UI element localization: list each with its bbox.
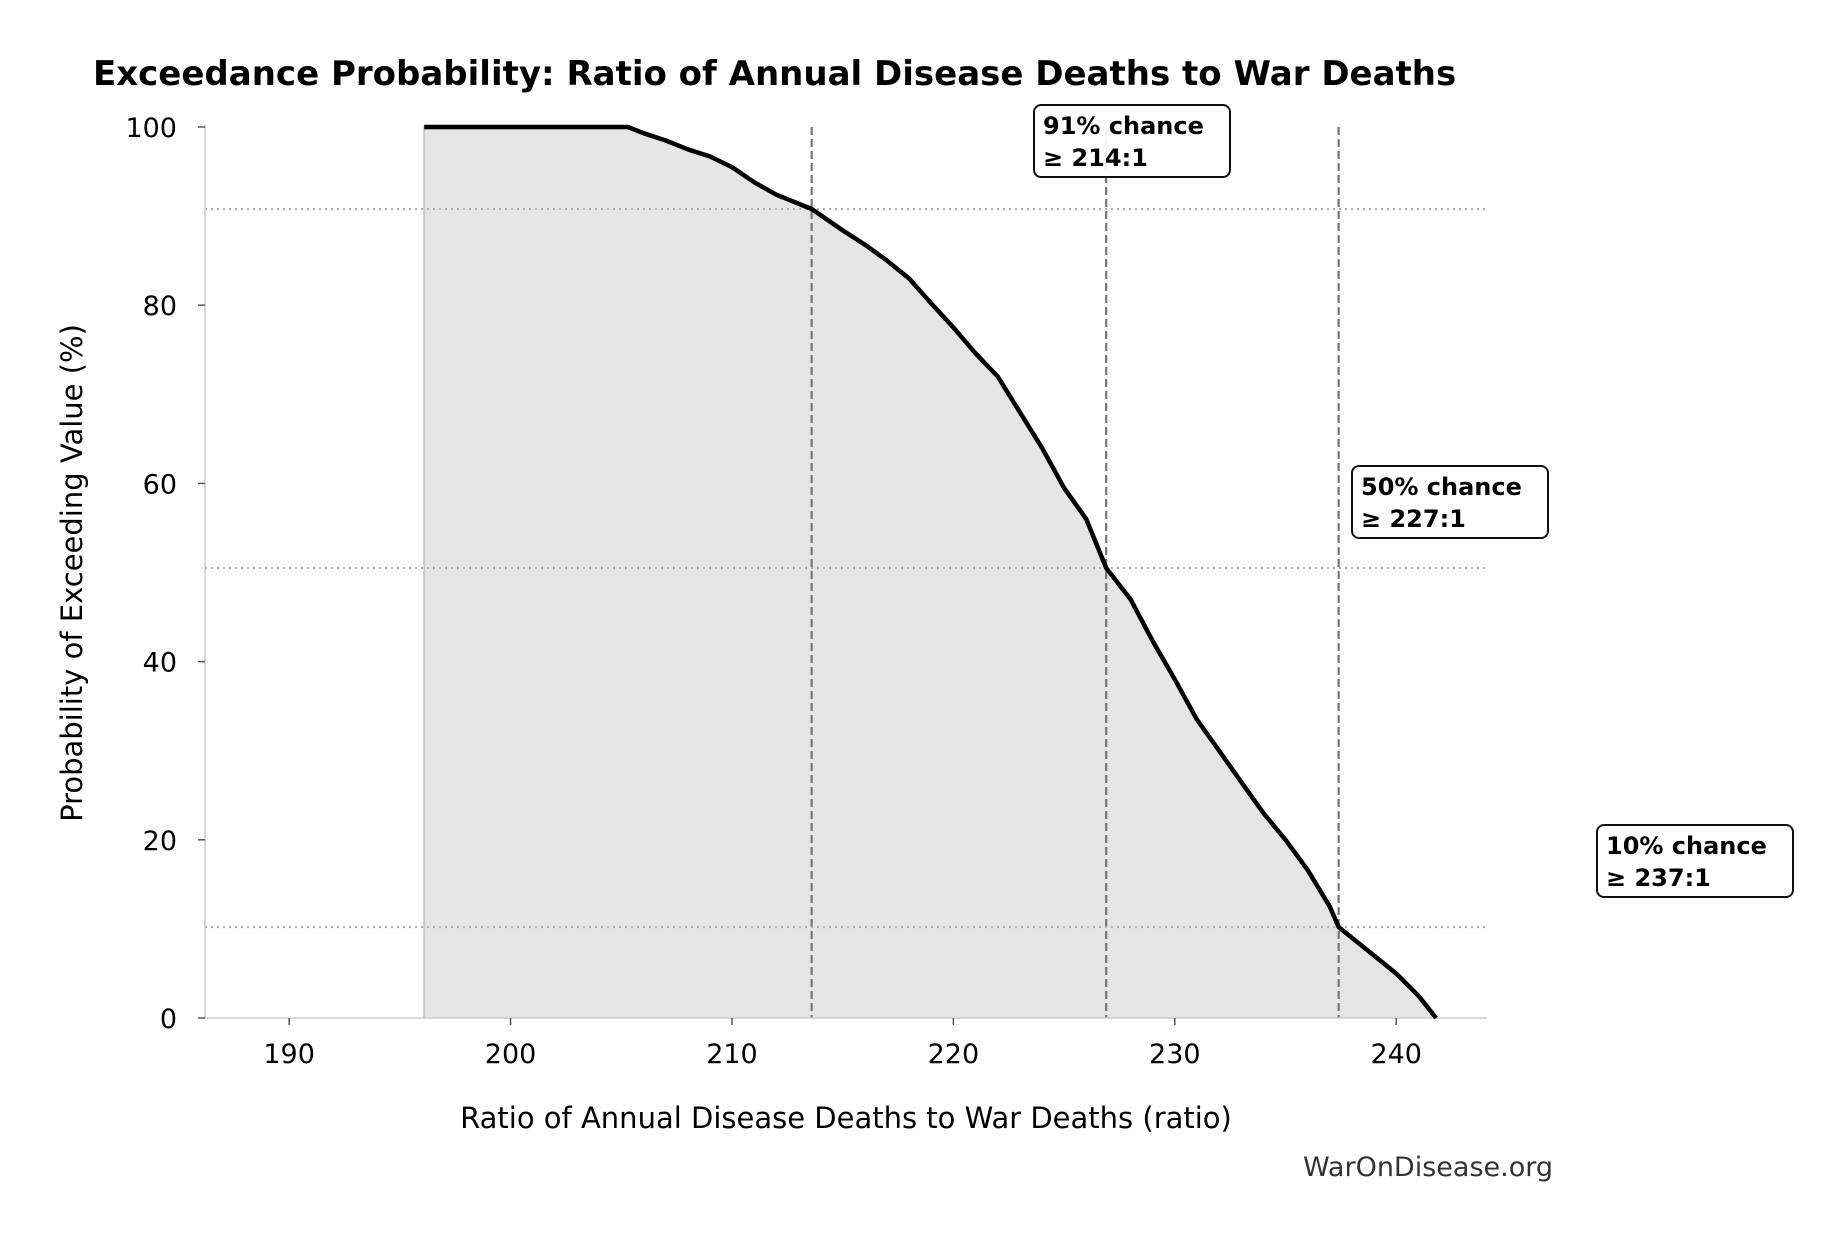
- watermark: WarOnDisease.org: [1303, 1152, 1553, 1183]
- x-tick-label: 190: [263, 1039, 315, 1070]
- annotation-box: [1351, 465, 1549, 539]
- annotation-line1: 10% chance: [1606, 832, 1767, 860]
- y-tick-label: 60: [143, 469, 177, 500]
- x-tick-label: 230: [1149, 1039, 1201, 1070]
- plot-area: 190 200 210 220 230 240 0 20 40 60 80 100 91% chance…: [125, 104, 1794, 1070]
- x-tick-label: 210: [706, 1039, 758, 1070]
- annotation-line1: 91% chance: [1043, 112, 1204, 140]
- annotation-line2: ≥ 214:1: [1043, 144, 1148, 172]
- x-tick-label: 220: [928, 1039, 980, 1070]
- annotation-box: [1033, 104, 1231, 178]
- area-fill: [424, 127, 1437, 1018]
- y-tick-label: 0: [160, 1004, 177, 1035]
- chart-title: Exceedance Probability: Ratio of Annual …: [93, 54, 1456, 94]
- x-tick-label: 200: [485, 1039, 537, 1070]
- x-axis-label: Ratio of Annual Disease Deaths to War De…: [460, 1101, 1232, 1135]
- annotation-line1: 50% chance: [1361, 473, 1522, 501]
- annotation-box: [1596, 824, 1794, 898]
- exceedance-curve: [424, 124, 1438, 1020]
- x-tick-label: 240: [1370, 1039, 1422, 1070]
- annotation-line2: ≥ 227:1: [1361, 505, 1466, 533]
- annotation-line2: ≥ 237:1: [1606, 864, 1711, 892]
- y-axis-label: Probability of Exceeding Value (%): [55, 324, 89, 822]
- y-tick-label: 80: [143, 291, 177, 322]
- y-tick-label: 20: [143, 826, 177, 857]
- y-tick-label: 100: [125, 113, 177, 144]
- y-tick-label: 40: [143, 648, 177, 679]
